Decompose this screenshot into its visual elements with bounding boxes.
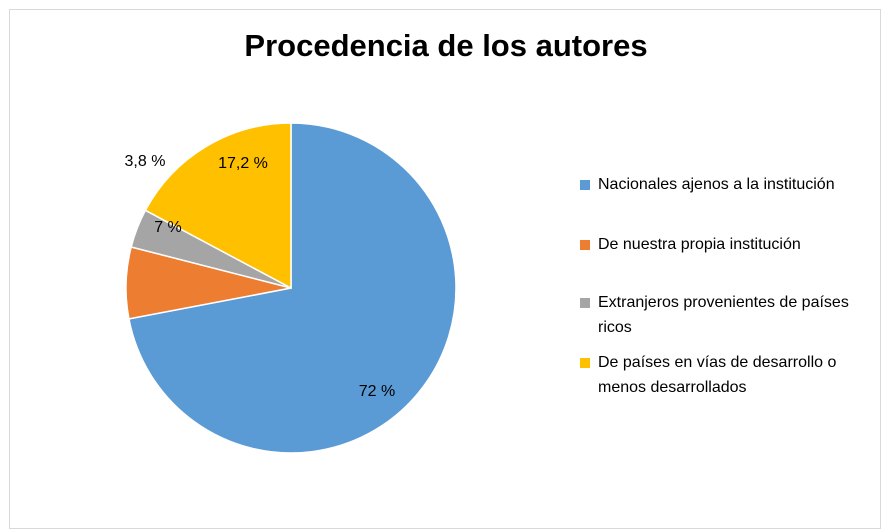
legend-item-3: Extranjeros provenientes de países ricos [580,290,880,340]
data-label-3: 3,8 % [125,153,166,170]
legend-item-2: De nuestra propia institución [580,232,880,257]
legend-swatch-3 [580,298,590,308]
legend-label-2: De nuestra propia institución [598,236,801,253]
pie-slice-4 [144,122,292,290]
legend-item-4: De países en vías de desarrollo o menos … [580,350,880,400]
legend-swatch-2 [580,240,590,250]
chart-title: Procedencia de los autores [244,28,648,63]
pie-slice-1 [128,122,457,454]
legend-item-1: Nacionales ajenos a la institución [580,172,880,197]
data-label-1: 72 % [359,383,395,400]
data-label-2: 7 % [154,219,182,236]
data-label-4: 17,2 % [218,155,268,172]
legend-label-1: Nacionales ajenos a la institución [598,176,835,193]
legend-label-3: Extranjeros provenientes de países ricos [598,294,849,336]
legend-label-4: De países en vías de desarrollo o menos … [598,354,837,396]
legend-swatch-4 [580,358,590,368]
legend-swatch-1 [580,180,590,190]
